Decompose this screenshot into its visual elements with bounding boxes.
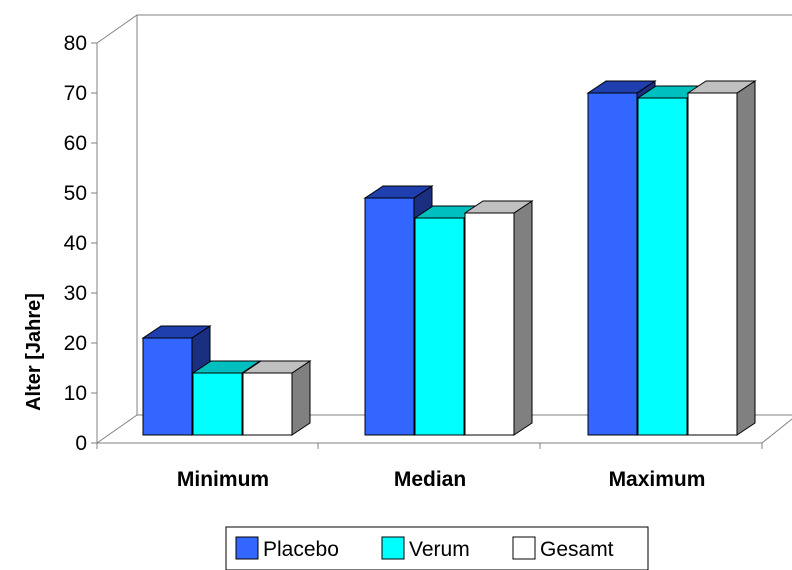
x-tick-label-minimum: Minimum bbox=[177, 468, 269, 491]
legend-entry-verum: Verum bbox=[381, 536, 470, 561]
legend-label: Verum bbox=[409, 538, 470, 561]
y-axis-title: Alter [Jahre] bbox=[23, 293, 45, 411]
legend: Placebo Verum Gesamt bbox=[225, 526, 649, 570]
y-tick-label: 50 bbox=[64, 182, 87, 205]
bar-side bbox=[291, 360, 311, 436]
bar-front bbox=[192, 372, 243, 436]
y-tick-label: 80 bbox=[64, 32, 87, 55]
y-tick-label: 0 bbox=[75, 432, 87, 455]
bar-front bbox=[364, 197, 415, 436]
bar-front bbox=[464, 212, 515, 436]
y-tick-label: 70 bbox=[64, 82, 87, 105]
y-tick-label: 20 bbox=[64, 332, 87, 355]
legend-box bbox=[225, 526, 649, 570]
y-tick-label: 30 bbox=[64, 282, 87, 305]
legend-label: Gesamt bbox=[540, 538, 614, 561]
legend-swatch bbox=[235, 536, 259, 560]
bar-front bbox=[587, 92, 638, 436]
bar-side bbox=[513, 200, 533, 436]
legend-swatch bbox=[381, 536, 405, 560]
legend-label: Placebo bbox=[263, 538, 339, 561]
bar-gesamt-median bbox=[463, 200, 534, 436]
legend-swatch bbox=[512, 536, 536, 560]
bars bbox=[141, 80, 757, 436]
bar-placebo-minimum bbox=[141, 325, 212, 436]
floor-left-edge bbox=[96, 414, 138, 444]
bar-gesamt-minimum bbox=[241, 360, 312, 436]
y-tick-label: 40 bbox=[64, 232, 87, 255]
x-tick-label-median: Median bbox=[394, 468, 466, 491]
bar-gesamt-maximum bbox=[686, 80, 757, 436]
bar-front bbox=[242, 372, 293, 436]
y-tick-label: 60 bbox=[64, 132, 87, 155]
bar-side bbox=[736, 80, 756, 436]
bar-front bbox=[637, 97, 688, 436]
back-wall-edge bbox=[96, 14, 792, 44]
bar-front bbox=[414, 217, 465, 436]
y-tick-label: 10 bbox=[64, 382, 87, 405]
bar-front bbox=[142, 337, 193, 436]
legend-entry-gesamt: Gesamt bbox=[512, 536, 614, 561]
floor-right-edge bbox=[761, 418, 792, 444]
bar-front bbox=[687, 92, 738, 436]
x-axis: Minimum Median Maximum bbox=[96, 443, 763, 491]
legend-entry-placebo: Placebo bbox=[235, 536, 339, 561]
x-tick-label-maximum: Maximum bbox=[609, 468, 706, 491]
y-axis: 0 10 20 30 40 50 60 70 80 bbox=[64, 32, 762, 455]
